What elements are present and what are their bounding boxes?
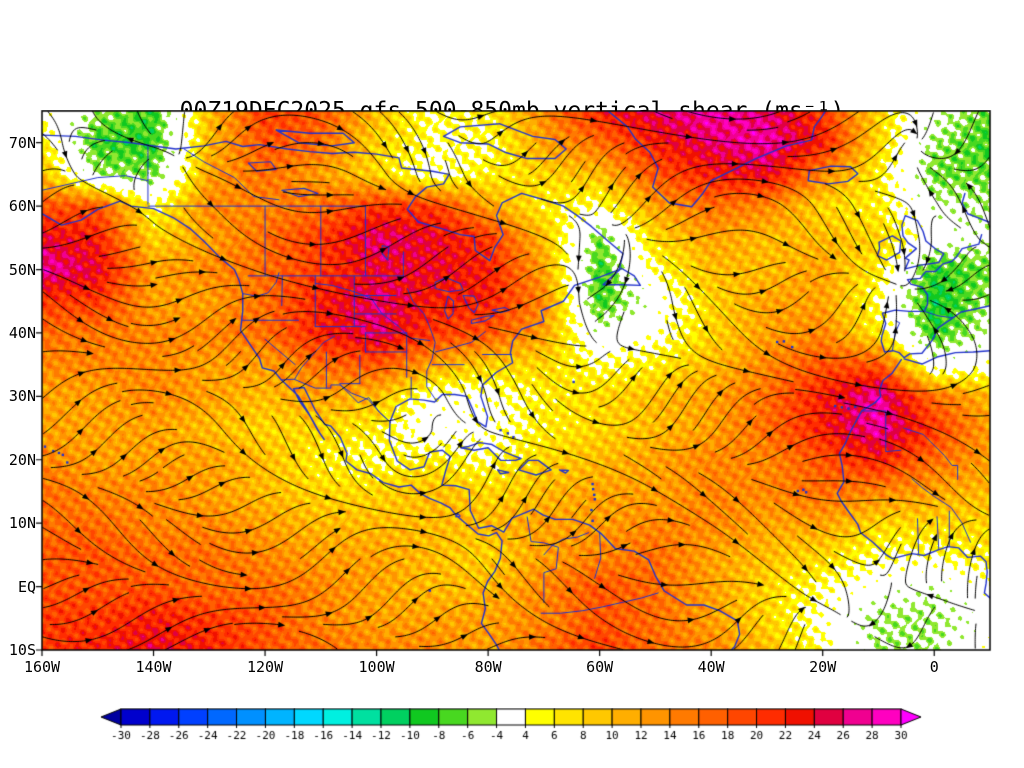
lat-label-60N: 60N	[8, 197, 36, 216]
lon-label-0: 0	[929, 658, 939, 676]
lat-label-10N: 10N	[8, 514, 36, 533]
lon-label-160W: 160W	[23, 658, 61, 676]
lon-label-120W: 120W	[246, 658, 284, 676]
colorbar-canvas	[100, 708, 924, 756]
lon-label-60W: 60W	[586, 658, 614, 676]
lat-label-40N: 40N	[8, 323, 36, 342]
colorbar	[100, 708, 924, 756]
lat-label-20N: 20N	[8, 450, 36, 469]
lat-label-30N: 30N	[8, 387, 36, 406]
lon-label-20W: 20W	[809, 658, 837, 676]
lon-label-80W: 80W	[474, 658, 502, 676]
map-plot-area: 70N 60N 50N 40N 30N 20N 10N EQ 10S 160W 140W 120W 1…	[9, 110, 1002, 710]
lat-label-70N: 70N	[8, 133, 36, 152]
lat-label-50N: 50N	[8, 260, 36, 279]
lon-label-100W: 100W	[358, 658, 395, 676]
shear-map-canvas	[32, 110, 1002, 664]
lon-label-40W: 40W	[697, 658, 725, 676]
lat-label-EQ: EQ	[17, 577, 36, 596]
lon-label-140W: 140W	[135, 658, 172, 676]
lat-label-10S: 10S	[8, 641, 36, 659]
